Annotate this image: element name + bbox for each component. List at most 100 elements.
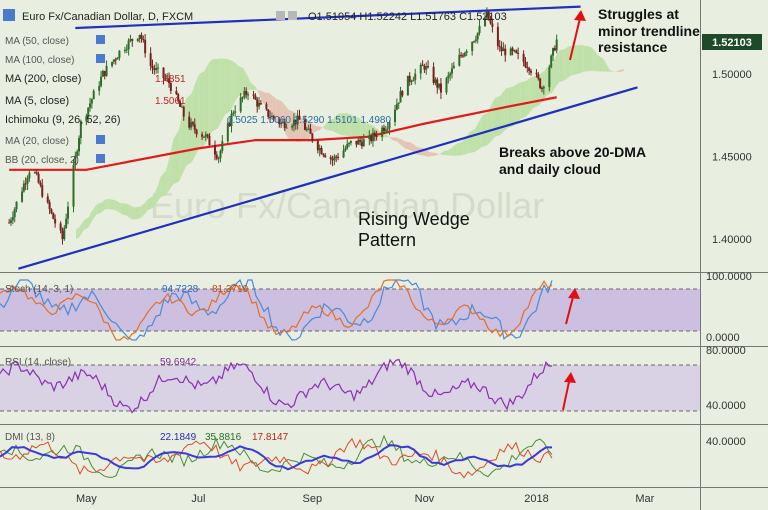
cloud-segment <box>219 58 222 126</box>
candle-body <box>100 76 103 86</box>
candle-body <box>267 109 270 117</box>
cloud-segment <box>619 69 622 72</box>
candle-body <box>180 106 183 108</box>
legend-ma20-eye-icon[interactable] <box>96 135 105 144</box>
rsi-label[interactable]: RSI (14, close) <box>5 357 71 368</box>
candle-body <box>54 218 57 224</box>
legend-ma200[interactable]: MA (200, close) <box>5 73 81 85</box>
candle-body <box>331 159 334 161</box>
candle-body <box>46 196 49 203</box>
cloud-segment <box>584 45 591 72</box>
candle-body <box>234 111 237 113</box>
cloud-segment <box>158 176 161 200</box>
cloud-segment <box>456 141 462 156</box>
cloud-segment <box>544 67 547 99</box>
cloud-segment <box>528 78 530 115</box>
candle-body <box>397 102 400 105</box>
legend-ma100-eye-icon[interactable] <box>96 54 105 63</box>
svg-text:Breaks above 20-DMA: Breaks above 20-DMA <box>499 144 646 160</box>
time-axis[interactable] <box>0 487 768 510</box>
candle-body <box>208 135 211 146</box>
cloud-segment <box>607 65 609 72</box>
legend-ma50[interactable]: MA (50, close) <box>5 36 69 47</box>
candle-body <box>33 172 36 174</box>
legend-ma5[interactable]: MA (5, close) <box>5 95 69 107</box>
candle-body <box>285 127 288 129</box>
legend-ma20[interactable]: MA (20, close) <box>5 136 69 147</box>
cloud-segment <box>553 56 556 90</box>
cloud-segment <box>140 205 143 219</box>
cloud-segment <box>325 121 328 131</box>
cloud-segment <box>145 199 148 213</box>
cloud-segment <box>94 204 97 218</box>
cloud-segment <box>313 124 315 135</box>
candle-body <box>270 115 273 118</box>
cloud-segment <box>504 88 506 132</box>
candle-body <box>280 122 283 125</box>
stoch-tick-label: 100.0000 <box>706 271 752 283</box>
legend-ma100[interactable]: MA (100, close) <box>5 55 74 66</box>
candle-body <box>292 119 295 126</box>
legend-bb[interactable]: BB (20, close, 2) <box>5 155 79 166</box>
dmi-minus-line <box>0 437 553 479</box>
candle-body <box>382 127 385 131</box>
price-axis[interactable] <box>700 0 768 487</box>
candle-body <box>164 78 167 80</box>
legend-ichimoku-values: 1.5025 1.5060 1.5290 1.5101 1.4980 <box>227 115 391 126</box>
candle-body <box>123 50 126 52</box>
stoch-label[interactable]: Stoch (14, 3, 1) <box>5 284 73 295</box>
watermark: Euro Fx/Canadian Dollar <box>150 185 544 226</box>
candle-body <box>116 57 119 60</box>
cloud-segment <box>336 113 339 135</box>
candle-body <box>414 73 417 80</box>
legend-ichimoku[interactable]: Ichimoku (9, 26, 52, 26) <box>5 114 121 126</box>
legend-bb-eye-icon[interactable] <box>96 154 105 163</box>
cloud-segment <box>520 80 527 119</box>
cloud-segment <box>79 223 82 237</box>
candle-body <box>542 86 545 89</box>
candle-body <box>278 118 281 125</box>
candle-body <box>228 123 231 127</box>
candle-body <box>552 48 555 56</box>
dmi-label[interactable]: DMI (13, 8) <box>5 432 55 443</box>
trendline-lower <box>18 86 638 270</box>
eye-icon[interactable] <box>276 11 285 20</box>
cloud-segment <box>287 108 290 140</box>
cloud-segment <box>491 101 494 142</box>
candle-body <box>537 74 540 79</box>
cloud-segment <box>114 199 117 211</box>
cloud-segment <box>592 48 595 72</box>
cloud-segment <box>596 52 598 72</box>
indicator-legend: MA (50, close) MA (100, close) MA (200, … <box>5 35 391 166</box>
legend-ma50-eye-icon[interactable] <box>96 35 105 44</box>
cloud-segment <box>465 135 468 155</box>
cloud-segment <box>507 86 514 128</box>
candle-body <box>555 39 558 51</box>
settings-icon[interactable] <box>288 11 297 20</box>
candle-body <box>438 83 441 88</box>
cloud-segment <box>206 63 209 142</box>
candle-body <box>553 48 556 51</box>
cloud-segment <box>204 67 207 146</box>
candle-body <box>230 114 233 127</box>
candle-body <box>362 139 365 147</box>
candle-body <box>241 97 244 99</box>
cloud-segment <box>101 200 104 213</box>
candle-body <box>355 140 358 145</box>
candle-body <box>221 141 224 151</box>
candle-body <box>474 39 477 42</box>
annotation-breaks: Breaks above 20-DMA and daily cloud <box>499 144 646 177</box>
cloud-segment <box>390 136 393 140</box>
trendline-upper <box>75 5 581 30</box>
back-arrow-icon[interactable] <box>3 9 15 21</box>
cloud-segment <box>566 46 569 79</box>
candle-body <box>309 128 312 134</box>
cloud-segment <box>322 126 325 129</box>
cloud-segment <box>579 44 582 74</box>
cloud-segment <box>469 129 475 154</box>
candlesticks <box>8 7 558 245</box>
candle-body <box>151 65 154 68</box>
cloud-segment <box>386 134 389 138</box>
cloud-segment <box>340 113 347 136</box>
cloud-segment <box>583 45 585 72</box>
